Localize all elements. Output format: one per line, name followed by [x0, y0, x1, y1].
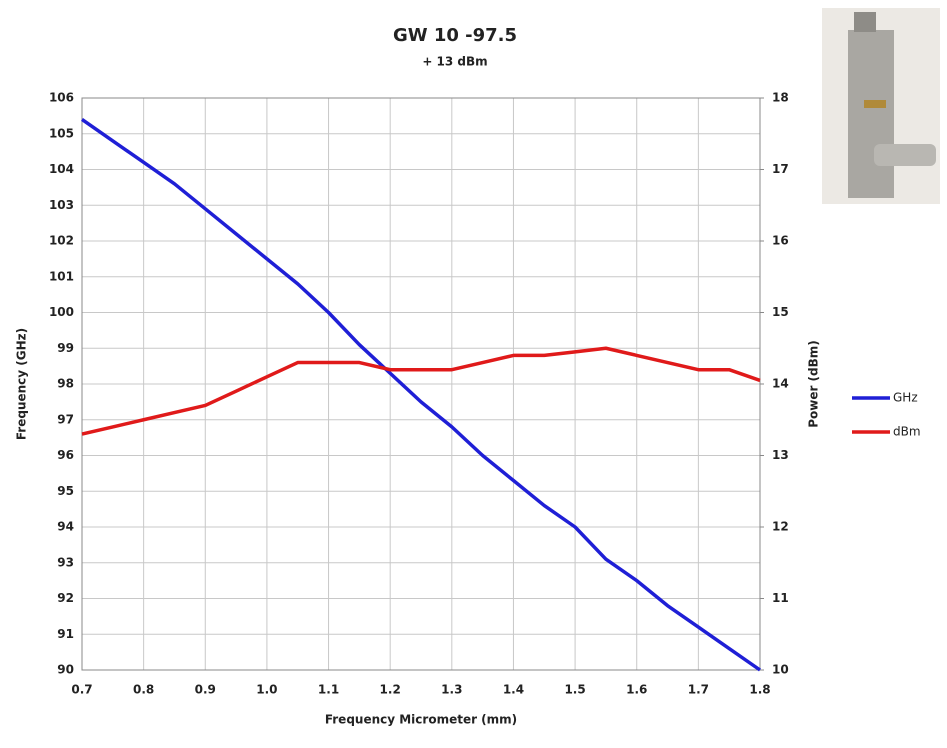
x-tick-label: 0.7 [71, 683, 92, 697]
y-tick-label: 98 [57, 377, 74, 391]
y-tick-label: 105 [49, 126, 74, 140]
x-tick-label: 1.5 [564, 683, 585, 697]
y-tick-label: 103 [49, 198, 74, 212]
x-tick-label: 1.6 [626, 683, 647, 697]
y-tick-label: 93 [57, 555, 74, 569]
y-tick-label: 99 [57, 341, 74, 355]
y2-tick-label: 18 [772, 91, 789, 105]
y-tick-label: 95 [57, 484, 74, 498]
y-tick-label: 104 [49, 162, 74, 176]
product-photo [822, 8, 940, 204]
x-tick-label: 1.8 [749, 683, 770, 697]
plot-border [81, 97, 761, 671]
x-tick-label: 1.4 [503, 683, 524, 697]
y2-tick-label: 16 [772, 234, 789, 248]
y-tick-label: 91 [57, 627, 74, 641]
y2-tick-label: 10 [772, 663, 789, 677]
x-tick-label: 1.7 [688, 683, 709, 697]
y-tick-label: 97 [57, 412, 74, 426]
x-tick-label: 1.2 [380, 683, 401, 697]
legend-label: GHz [893, 391, 918, 405]
x-tick-label: 1.0 [256, 683, 277, 697]
data-line [81, 346, 761, 436]
y-axis-label: Frequency (GHz) [15, 328, 29, 440]
y2-tick-label: 17 [772, 162, 789, 176]
x-tick-label: 0.8 [133, 683, 154, 697]
y-tick-label: 100 [49, 305, 74, 319]
x-tick-label: 1.3 [441, 683, 462, 697]
legend-label: dBm [893, 425, 921, 439]
chart-subtitle: + 13 dBm [422, 55, 487, 69]
y-tick-label: 102 [49, 234, 74, 248]
y-tick-label: 106 [49, 91, 74, 105]
y-tick-label: 90 [57, 663, 74, 677]
y2-tick-label: 13 [772, 448, 789, 462]
y2-tick-label: 12 [772, 520, 789, 534]
x-tick-label: 1.1 [318, 683, 339, 697]
y2-tick-label: 15 [772, 305, 789, 319]
y-tick-label: 92 [57, 591, 74, 605]
y2-tick-label: 11 [772, 591, 789, 605]
data-line [81, 118, 761, 672]
x-axis-label: Frequency Micrometer (mm) [325, 713, 517, 727]
chart-title: GW 10 -97.5 [393, 25, 517, 46]
y2-tick-label: 14 [772, 377, 789, 391]
y-tick-label: 96 [57, 448, 74, 462]
y2-axis-label: Power (dBm) [807, 340, 821, 428]
y-tick-label: 94 [57, 520, 74, 534]
x-tick-label: 0.9 [195, 683, 216, 697]
y-tick-label: 101 [49, 269, 74, 283]
